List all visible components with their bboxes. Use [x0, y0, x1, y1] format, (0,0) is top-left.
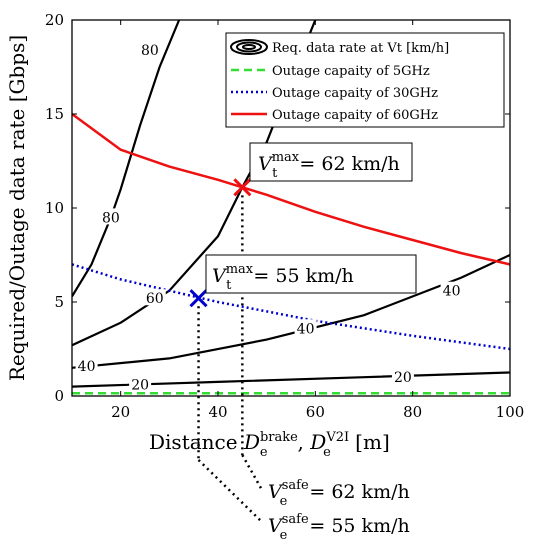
- contour-label-60-0: 60: [146, 291, 164, 307]
- contour-label-40-2: 40: [443, 284, 461, 300]
- x-tick-label-2: 60: [306, 403, 325, 421]
- annotation-ve-55: Vsafe e = 55 km/h: [268, 512, 410, 543]
- marker-layer: [189, 178, 252, 308]
- contour-label-bg-40-0: [75, 356, 98, 373]
- x-tick-label-3: 80: [403, 403, 422, 421]
- x-axis-title-d1-sup: brake: [260, 430, 298, 445]
- optimum-marker-0-stroke-b: [233, 178, 252, 197]
- legend-label-2: Outage capaity of 30GHz: [272, 86, 438, 101]
- contour-label-40-1: 40: [297, 321, 315, 337]
- contour-label-bg-80-1: [138, 41, 161, 58]
- optimum-marker-0: [233, 178, 252, 197]
- annotation-vt-62-sup: max: [272, 150, 300, 165]
- guide-diagonal-62: [241, 454, 264, 491]
- y-tick-label-0: 0: [54, 387, 64, 405]
- annotation-vt-62-value: = 62 km/h: [299, 153, 399, 175]
- x-axis-title-d1: D: [243, 430, 260, 454]
- legend: Req. data rate at Vt [km/h] Outage capai…: [225, 32, 505, 128]
- annotation-vt-55-base: V: [212, 265, 228, 287]
- y-tick-label-2: 10: [45, 199, 64, 217]
- contour-label-bg-40-1: [294, 319, 317, 336]
- contour-label-bg-60-0: [143, 289, 166, 306]
- legend-contour-icon: [230, 39, 268, 55]
- contour-label-bg-40-2: [440, 281, 463, 298]
- annotation-vt-55: Vmax t = 55 km/h: [205, 254, 417, 294]
- annotation-ve-62-sup: safe: [282, 478, 309, 493]
- annotation-ve-55-sup: safe: [282, 512, 309, 527]
- contour-label-bg-20-1: [391, 368, 414, 385]
- x-axis-title-sep: ,: [298, 430, 311, 454]
- annotation-vt-62: Vmax t = 62 km/h: [249, 142, 413, 182]
- annotation-ve-62-sub: e: [280, 494, 288, 509]
- x-axis-title-d1-sub: e: [260, 445, 268, 460]
- guide-layer: [197, 195, 264, 523]
- contour-line-80: [72, 20, 181, 297]
- annotation-vt-62-sub: t: [272, 166, 278, 181]
- optimum-marker-1-stroke-b: [189, 289, 208, 308]
- x-axis-title-d2: D: [309, 430, 326, 454]
- y-tick-label-3: 15: [45, 105, 64, 123]
- x-axis-title: Distance Dbrake e, DV2I e [m]: [149, 430, 390, 460]
- x-axis-title-unit: [m]: [349, 430, 390, 454]
- series-line-2: [72, 112, 510, 266]
- guide-diagonal-55: [197, 459, 263, 523]
- legend-label-0: Req. data rate at Vt [km/h]: [272, 41, 449, 56]
- annotation-ve-62-value: = 62 km/h: [309, 481, 409, 503]
- legend-box: [225, 32, 505, 128]
- contour-label-80-1: 80: [141, 43, 159, 59]
- contour-label-20-0: 20: [131, 378, 149, 394]
- tick-layer: 20 40 60 80 100 0 5 10 15 20: [45, 11, 524, 421]
- annotation-vt-55-sub: t: [226, 278, 232, 293]
- annotation-vt-55-value: = 55 km/h: [253, 265, 353, 287]
- contour-label-80-0: 80: [102, 210, 120, 226]
- annotation-ve-55-value: = 55 km/h: [309, 515, 409, 537]
- x-axis-title-d2-sub: e: [323, 445, 331, 460]
- annotation-ve-62: Vsafe e = 62 km/h: [268, 478, 410, 509]
- annotation-vt-55-box: [205, 254, 417, 294]
- annotation-ve-55-base: V: [268, 515, 284, 537]
- contour-label-bg-20-0: [129, 375, 152, 392]
- x-tick-label-0: 20: [111, 403, 130, 421]
- contour-label-bg-80-0: [99, 208, 122, 225]
- contour-label-40-0: 40: [78, 359, 96, 375]
- contour-label-layer: 20 20 40 40 40 60 80 80: [75, 41, 463, 394]
- legend-label-3: Outage capaity of 60GHz: [272, 108, 438, 123]
- x-axis-title-prefix: Distance: [149, 430, 244, 454]
- annotation-vt-62-box: [249, 142, 413, 182]
- x-axis-title-d2-sup: V2I: [325, 430, 349, 445]
- series-line-1: [72, 263, 510, 351]
- y-axis-title: Required/Outage data rate [Gbps]: [5, 35, 29, 381]
- x-tick-label-1: 40: [208, 403, 227, 421]
- contour-label-20-1: 20: [394, 370, 412, 386]
- y-tick-label-1: 5: [54, 293, 64, 311]
- annotation-vt-62-base: V: [258, 153, 274, 175]
- annotation-ve-55-sub: e: [280, 528, 288, 543]
- annotation-vt-55-sup: max: [226, 262, 254, 277]
- optimum-marker-1: [189, 289, 208, 308]
- legend-label-1: Outage capaity of 5GHz: [272, 64, 430, 79]
- y-tick-label-4: 20: [45, 11, 64, 29]
- x-tick-label-4: 100: [496, 403, 525, 421]
- annotation-ve-62-base: V: [268, 481, 284, 503]
